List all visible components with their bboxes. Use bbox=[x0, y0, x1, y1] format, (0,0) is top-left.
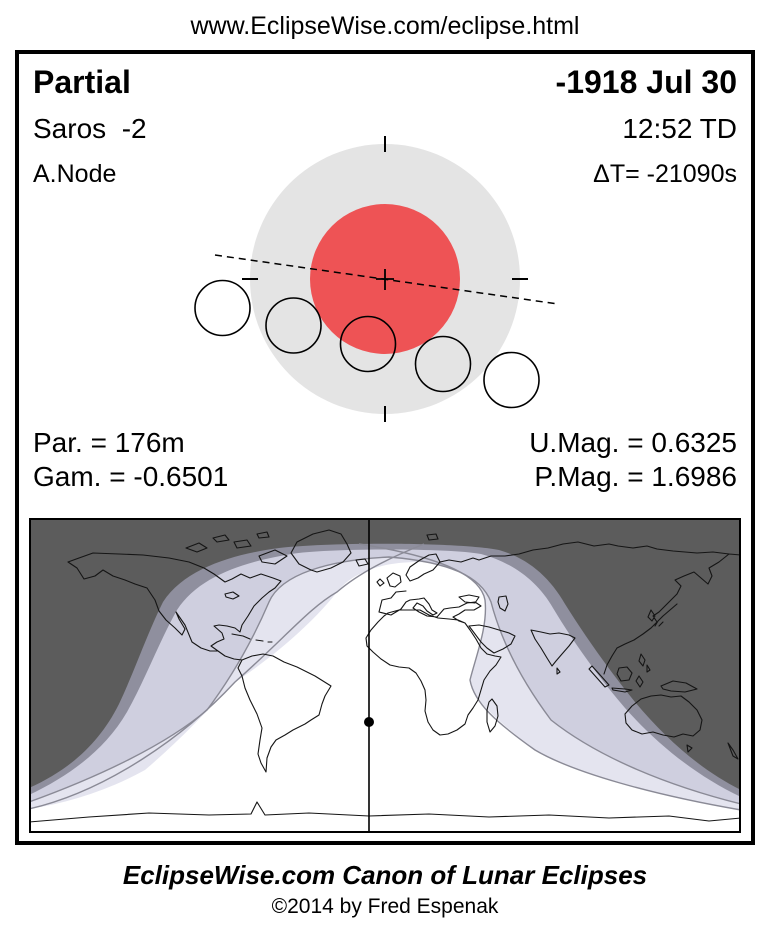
contact-curve-umbral-east bbox=[358, 543, 742, 811]
eclipse-date: -1918 Jul 30 bbox=[555, 64, 737, 100]
coastlines bbox=[28, 529, 742, 823]
footer-copyright: ©2014 by Fred Espenak bbox=[271, 895, 499, 918]
partial-duration-value: Par. = 176m bbox=[33, 427, 185, 458]
contact-curve-umbral-west bbox=[28, 543, 425, 810]
saros-label: Saros -2 bbox=[33, 113, 147, 144]
moon-contact-circle bbox=[194, 279, 251, 337]
umbra-circle bbox=[310, 204, 460, 354]
delta-t-value: ΔT= -21090s bbox=[593, 160, 737, 188]
footer-title: EclipseWise.com Canon of Lunar Eclipses bbox=[122, 860, 648, 890]
moon-positions bbox=[194, 279, 540, 409]
moon-contact-circle bbox=[414, 335, 472, 393]
ecliptic-dashed-line bbox=[214, 254, 559, 305]
eclipse-data-panel: Partial -1918 Jul 30 Saros -2 12:52 TD A… bbox=[15, 50, 755, 845]
visibility-map-svg bbox=[28, 518, 742, 833]
map-border bbox=[29, 518, 741, 833]
penumbra-circle bbox=[250, 144, 520, 414]
moon-contact-circle bbox=[265, 297, 322, 354]
greatest-eclipse-point bbox=[364, 717, 374, 727]
page-title: www.EclipseWise.com/eclipse.html bbox=[190, 12, 580, 40]
umbral-magnitude-value: U.Mag. = 0.6325 bbox=[529, 427, 737, 458]
penumbral-magnitude-value: P.Mag. = 1.6986 bbox=[534, 461, 737, 492]
eclipse-type-label: Partial bbox=[33, 64, 131, 100]
shadow-axis-cross bbox=[376, 269, 394, 290]
moon-contact-circle bbox=[339, 315, 397, 373]
moon-contact-circle bbox=[483, 351, 540, 409]
visibility-map bbox=[28, 518, 742, 833]
node-label: A.Node bbox=[33, 160, 117, 188]
gamma-value: Gam. = -0.6501 bbox=[33, 461, 229, 492]
map-not-visible-region bbox=[29, 518, 741, 790]
eclipse-time: 12:52 TD bbox=[622, 113, 737, 144]
